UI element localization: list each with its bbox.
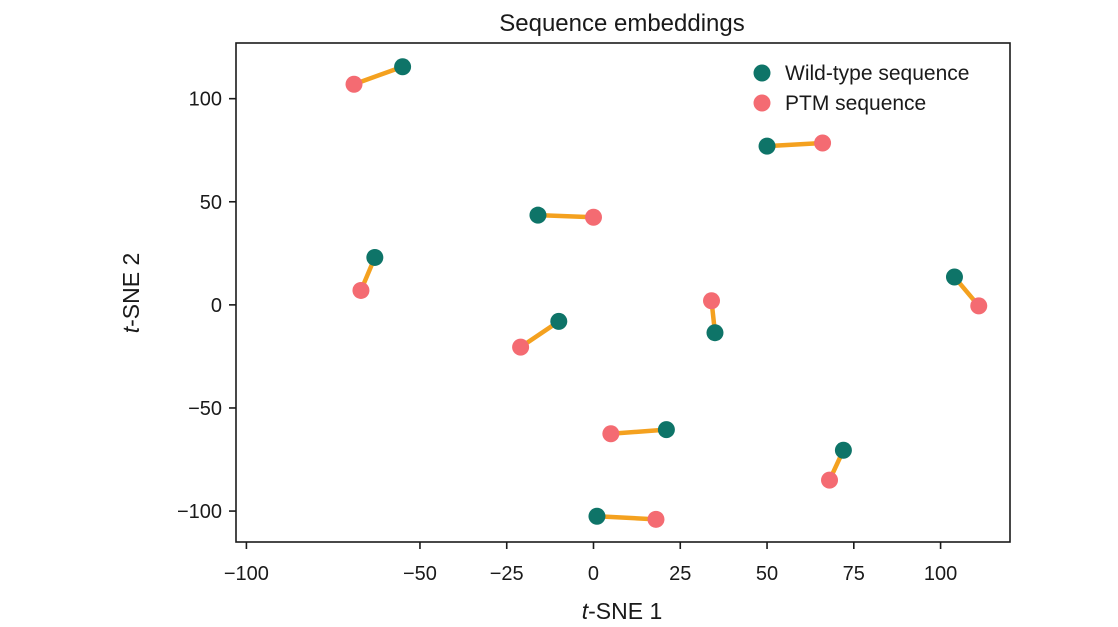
x-tick-label: 0 (588, 563, 599, 585)
pair-link-10 (594, 513, 659, 522)
ptm-point-3 (584, 208, 602, 226)
ptm-point-2 (814, 134, 832, 152)
x-tick-label: −25 (490, 563, 524, 585)
pair-link-1 (351, 64, 405, 87)
legend-marker-wild-type (753, 64, 771, 82)
pair-link-3 (535, 212, 596, 220)
wild-type-point-10 (588, 507, 606, 525)
ptm-point-9 (821, 471, 839, 489)
x-tick-label: 25 (669, 563, 691, 585)
ptm-point-10 (647, 510, 665, 528)
plot-frame (235, 42, 1011, 543)
wild-type-point-4 (366, 248, 384, 266)
wild-type-point-2 (758, 137, 776, 155)
data-points (345, 58, 988, 528)
legend-label-wild-type: Wild-type sequence (785, 62, 969, 85)
wild-type-point-3 (529, 206, 547, 224)
ptm-point-6 (703, 292, 721, 310)
y-tick-label: −50 (188, 398, 222, 420)
x-tick-label: 100 (924, 563, 957, 585)
legend-marker-ptm (753, 94, 771, 112)
wild-type-point-6 (706, 324, 724, 342)
ptm-point-4 (352, 281, 370, 299)
ptm-point-7 (512, 338, 530, 356)
ptm-point-5 (970, 297, 988, 315)
y-tick-label: 100 (189, 89, 222, 111)
legend-label-ptm: PTM sequence (785, 92, 926, 115)
x-tick-label: −50 (403, 563, 437, 585)
y-tick-label: 0 (211, 295, 222, 317)
x-tick-label: 75 (843, 563, 865, 585)
x-tick-label: 50 (756, 563, 778, 585)
y-axis-title: t-SNE 2 (118, 253, 144, 334)
legend: Wild-type sequence PTM sequence (753, 62, 969, 115)
pair-link-2 (764, 140, 825, 149)
wild-type-point-7 (550, 312, 568, 330)
ptm-point-8 (602, 425, 620, 443)
y-tick-label: −100 (177, 501, 222, 523)
wild-type-point-9 (834, 441, 852, 459)
chart-title: Sequence embeddings (499, 10, 745, 37)
ptm-point-1 (345, 75, 363, 93)
wild-type-point-8 (657, 421, 675, 439)
x-axis: −100 −50 −25 0 25 50 75 100 (224, 542, 957, 585)
wild-type-point-1 (394, 58, 412, 76)
wild-type-point-5 (945, 268, 963, 286)
x-tick-label: −100 (224, 563, 269, 585)
y-tick-label: 50 (200, 192, 222, 214)
y-axis: 100 50 0 −50 −100 (177, 89, 236, 523)
pair-link-8 (608, 427, 669, 436)
pair-links (351, 64, 982, 522)
x-axis-title: t-SNE 1 (582, 598, 663, 624)
